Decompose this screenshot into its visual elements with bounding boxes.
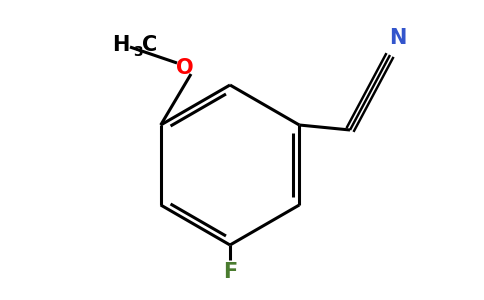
Text: F: F: [223, 262, 237, 282]
Text: O: O: [176, 58, 194, 78]
Text: C: C: [142, 35, 157, 55]
Text: N: N: [389, 28, 407, 48]
Text: 3: 3: [133, 45, 143, 59]
Text: H: H: [113, 35, 130, 55]
